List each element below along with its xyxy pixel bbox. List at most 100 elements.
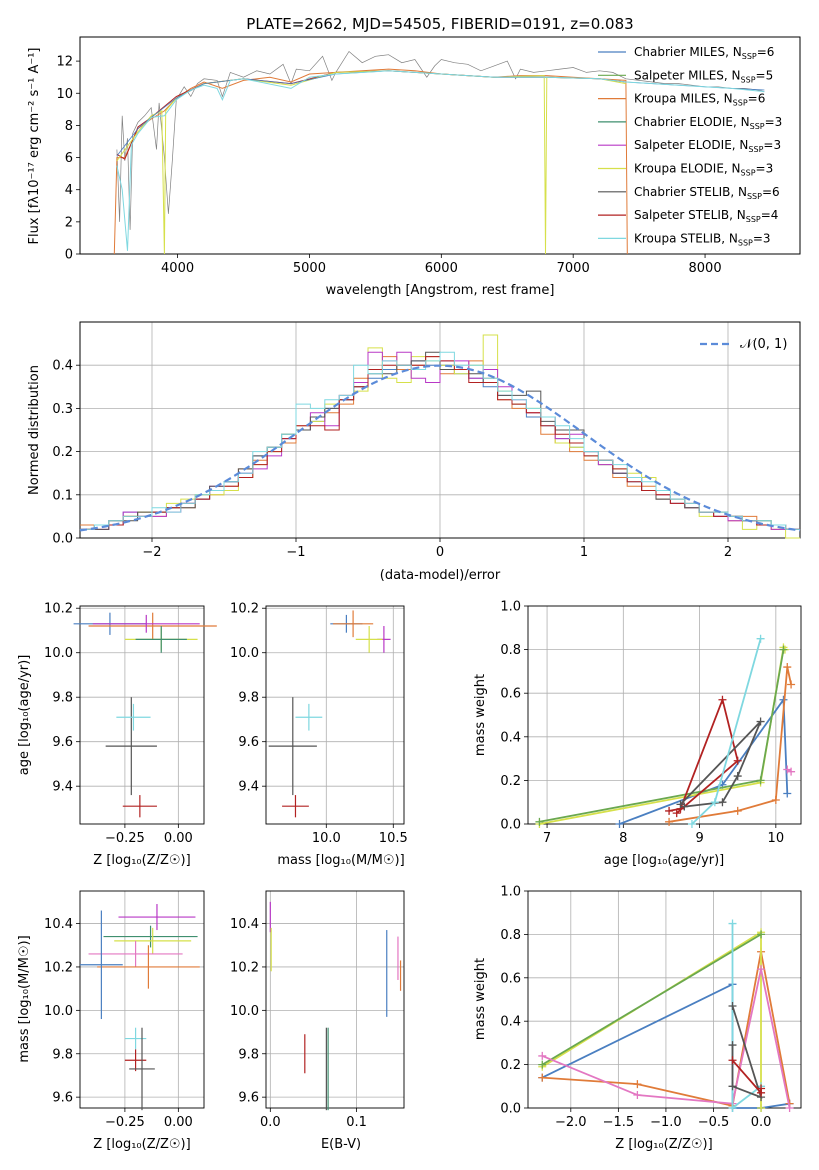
legend-label-main: Salpeter STELIB, N (634, 208, 746, 222)
weight-vs-Z-panel: Z [log₁₀(Z/Z☉)] mass weight −2.0 −1.5 −1.0… (473, 885, 802, 1152)
weight-point-marker (756, 717, 765, 726)
residual-panel: −2 −1 0 1 2 0.0 0.1 0.2 0.3 0.4 𝒩(0, 1) (data-mod… (27, 321, 801, 583)
x-tick-label: 4000 (161, 261, 194, 276)
x-tick-label: −0.25 (105, 831, 145, 846)
weight-point-marker (633, 1090, 642, 1099)
weight-point-marker (757, 965, 766, 974)
weight-point-marker (756, 776, 765, 785)
age-vs-Z-panel: Z [log₁₀(Z/Z☉)] age [log₁₀(age/yr)] −0.2… (17, 602, 217, 868)
weight-point-marker (687, 820, 696, 828)
weight-point-marker (733, 772, 742, 781)
y-tick-label: 10.4 (230, 917, 259, 932)
y-tick-label: 10.0 (230, 1004, 259, 1019)
weight-vs-age-panel: age [log₁₀(age/yr)] mass weight 7 8 9 10 0.0… (473, 600, 802, 868)
x-tick-label: 0.1 (346, 1115, 367, 1130)
x-tick-label: −1.5 (603, 1115, 635, 1130)
legend-label-main: Chabrier STELIB, N (634, 185, 747, 199)
residual-ylabel: Normed distribution (27, 365, 42, 495)
y-tick-label: 10 (56, 87, 73, 102)
legend-label: Chabrier STELIB, NSSP=6 (634, 185, 780, 201)
legend-label: Salpeter STELIB, NSSP=4 (634, 208, 778, 224)
legend-label-tail: =4 (761, 208, 779, 222)
spectrum-xlabel: wavelength [Angstrom, rest frame] (326, 283, 555, 298)
x-tick-label: −0.25 (105, 1115, 145, 1130)
y-tick-label: 8 (65, 119, 73, 134)
x-tick-label: 0 (436, 545, 444, 560)
y-tick-label: 4 (65, 183, 73, 198)
x-tick-label: −1 (286, 545, 305, 560)
legend-label: Salpeter ELODIE, NSSP=3 (634, 138, 781, 154)
axes-frame (265, 605, 405, 825)
y-tick-label: 9.8 (52, 1047, 73, 1062)
weight-vs-age-ylabel: mass weight (473, 674, 488, 756)
legend-label-main: Chabrier ELODIE, N (634, 115, 750, 129)
x-tick-label: 7 (543, 831, 551, 846)
legend-label-main: Chabrier MILES, N (634, 45, 742, 59)
weight-point-marker (633, 1080, 642, 1089)
legend-label-tail: =3 (753, 231, 771, 245)
x-tick-label: 8000 (689, 261, 722, 276)
spectrum-axes: 4000 5000 6000 7000 8000 0 2 4 6 8 10 12 (56, 36, 801, 276)
mass-vs-Z-xlabel: Z [log₁₀(Z/Z☉)] (93, 1137, 190, 1152)
y-tick-label: 0.6 (500, 971, 521, 986)
weight-point-marker (665, 817, 674, 826)
legend-label-sub: SSP (741, 75, 756, 84)
y-tick-label: 0.8 (500, 928, 521, 943)
legend-label-tail: =6 (748, 92, 766, 106)
weight-point-marker (779, 645, 788, 654)
y-tick-label: 0.8 (500, 643, 521, 658)
weight-point-marker (672, 809, 681, 818)
weight-point-marker (787, 680, 796, 689)
weight-point-marker (718, 798, 727, 807)
gaussian-curve (79, 364, 801, 532)
x-tick-label: 0.00 (164, 1115, 193, 1130)
y-tick-label: 9.6 (52, 1091, 73, 1106)
x-tick-label: 1 (580, 545, 588, 560)
legend-label-tail: =3 (763, 138, 781, 152)
y-tick-label: 9.4 (52, 780, 73, 795)
y-tick-label: 9.8 (52, 691, 73, 706)
x-tick-label: 10 (768, 831, 785, 846)
y-tick-label: 0.6 (500, 687, 521, 702)
age-vs-mass-xlabel: mass [log₁₀(M/M☉)] (277, 853, 404, 868)
residual-xlabel: (data-model)/error (380, 568, 501, 583)
y-tick-label: 1.0 (500, 600, 521, 615)
y-tick-label: 1.0 (500, 885, 521, 900)
axes-frame (79, 36, 801, 255)
y-tick-label: 0.2 (52, 445, 73, 460)
legend-label-sub: SSP (748, 145, 763, 154)
legend-label-main: Kroupa ELODIE, N (634, 162, 741, 176)
spectrum-series (113, 50, 765, 254)
legend-label-sub: SSP (733, 99, 748, 108)
weight-point-marker (718, 695, 727, 704)
weight-point-marker (787, 767, 796, 776)
x-tick-label: 10.0 (312, 831, 341, 846)
x-tick-label: 7000 (557, 261, 590, 276)
weight-point-marker (538, 1060, 547, 1069)
y-tick-label: 0.0 (52, 532, 73, 547)
residual-legend: 𝒩(0, 1) (700, 337, 787, 352)
y-tick-label: 0.2 (500, 774, 521, 789)
y-tick-label: 6 (65, 151, 73, 166)
x-tick-label: −1.0 (650, 1115, 682, 1130)
y-tick-label: 2 (65, 215, 73, 230)
residual-legend-label: 𝒩(0, 1) (740, 337, 787, 352)
weight-vs-Z-ylabel: mass weight (473, 958, 488, 1040)
weight-point-marker (728, 1041, 737, 1050)
age-vs-Z-ylabel: age [log₁₀(age/yr)] (17, 655, 32, 776)
mass-vs-EBV-xlabel: E(B-V) (321, 1137, 361, 1152)
x-tick-label: −0.5 (698, 1115, 730, 1130)
legend-label-main: Kroupa STELIB, N (634, 231, 738, 245)
legend-label-sub: SSP (738, 238, 753, 247)
weight-point-marker (783, 789, 792, 798)
weight-point-marker (733, 756, 742, 765)
y-tick-label: 9.6 (238, 735, 259, 750)
weight-point-marker (710, 798, 719, 807)
weight-point-marker (757, 1084, 766, 1093)
spectrum-ylabel: Flux [fλ10⁻¹⁷ erg cm⁻² s⁻¹ A⁻¹] (27, 48, 42, 245)
weight-point-marker (538, 1073, 547, 1082)
residual-axes: −2 −1 0 1 2 0.0 0.1 0.2 0.3 0.4 (52, 321, 801, 560)
y-tick-label: 9.6 (52, 735, 73, 750)
